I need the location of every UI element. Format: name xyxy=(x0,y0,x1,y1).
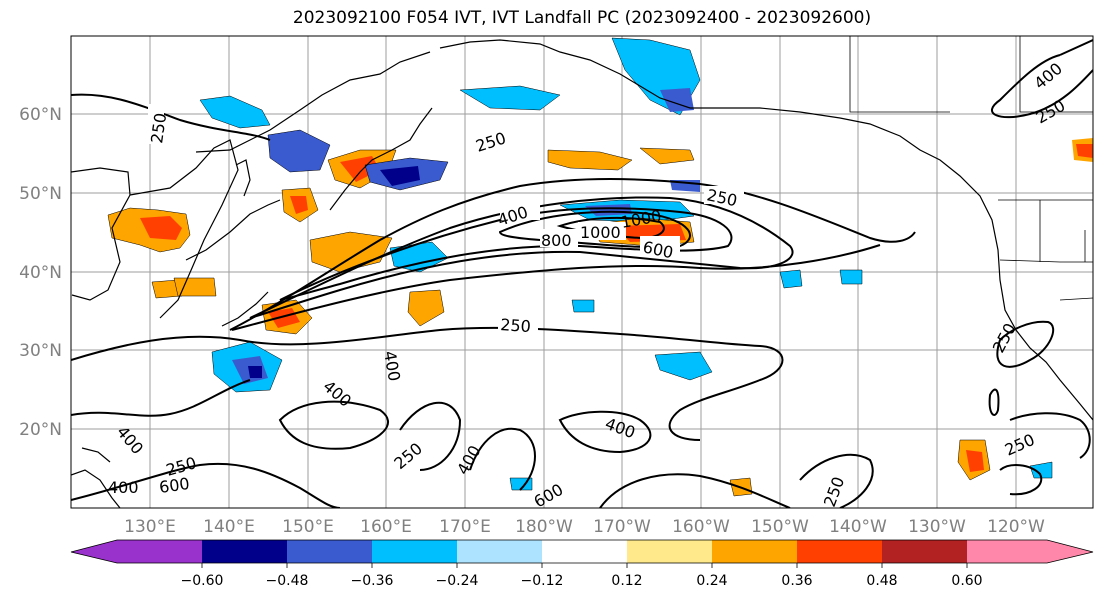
lon-label: 130°W xyxy=(908,517,966,537)
colorbar-tick-label: −0.12 xyxy=(521,573,564,589)
lon-label: 140°W xyxy=(829,517,887,537)
colorbar-segment xyxy=(797,540,882,563)
lat-label: 50°N xyxy=(19,184,62,204)
lat-label: 30°N xyxy=(19,341,62,361)
colorbar-tick-label: 0.48 xyxy=(866,573,897,589)
colorbar-segment xyxy=(1047,540,1093,563)
colorbar-segment xyxy=(967,540,1047,563)
colorbar: −0.60 −0.48 −0.36 −0.24 −0.12 0.12 0.24 … xyxy=(70,539,1094,589)
colorbar-tick-label: −0.24 xyxy=(436,573,479,589)
colorbar-tick-label: 0.60 xyxy=(951,573,982,589)
contour-label: 400 xyxy=(108,478,139,497)
lon-label: 160°E xyxy=(360,517,412,537)
contour-label: 800 xyxy=(541,231,572,250)
lat-label: 20°N xyxy=(19,420,62,440)
colorbar-segment xyxy=(712,540,797,563)
ivt-shading xyxy=(107,37,1093,497)
colorbar-tick-label: −0.36 xyxy=(351,573,394,589)
lon-label: 150°E xyxy=(282,517,334,537)
map-title: 2023092100 F054 IVT, IVT Landfall PC (20… xyxy=(292,8,872,28)
lon-label: 130°E xyxy=(124,517,176,537)
colorbar-tick-label: −0.48 xyxy=(266,573,309,589)
colorbar-tick-label: 0.24 xyxy=(696,573,727,589)
lon-label: 160°W xyxy=(672,517,730,537)
contour-label: 1000 xyxy=(580,223,621,242)
lat-label: 60°N xyxy=(19,105,62,125)
lon-label: 140°E xyxy=(203,517,255,537)
colorbar-segment xyxy=(287,540,372,563)
latitude-labels: 60°N 50°N 40°N 30°N 20°N xyxy=(19,105,62,440)
coastlines xyxy=(71,39,1093,508)
lon-label: 120°W xyxy=(987,517,1045,537)
colorbar-segment xyxy=(372,540,457,563)
colorbar-segment xyxy=(542,540,627,563)
map-frame xyxy=(70,35,1094,509)
colorbar-tick-label: 0.36 xyxy=(781,573,812,589)
contour-label: 250 xyxy=(147,112,170,145)
colorbar-segment xyxy=(882,540,967,563)
colorbar-tick-label: 0.12 xyxy=(611,573,642,589)
contour-label: 250 xyxy=(500,315,532,336)
lon-label: 150°W xyxy=(751,517,809,537)
colorbar-segment xyxy=(71,540,117,563)
contour-label: 600 xyxy=(158,474,191,497)
borders xyxy=(849,36,1093,301)
longitude-labels: 130°E 140°E 150°E 160°E 170°E 180°W 170°… xyxy=(124,517,1045,537)
colorbar-segment xyxy=(117,540,202,563)
lon-label: 170°W xyxy=(593,517,651,537)
colorbar-segment xyxy=(202,540,287,563)
colorbar-segment xyxy=(627,540,712,563)
colorbar-tick-label: −0.60 xyxy=(181,573,224,589)
lon-label: 180°W xyxy=(515,517,573,537)
lon-label: 170°E xyxy=(439,517,491,537)
lat-label: 40°N xyxy=(19,263,62,283)
colorbar-segment xyxy=(457,540,542,563)
